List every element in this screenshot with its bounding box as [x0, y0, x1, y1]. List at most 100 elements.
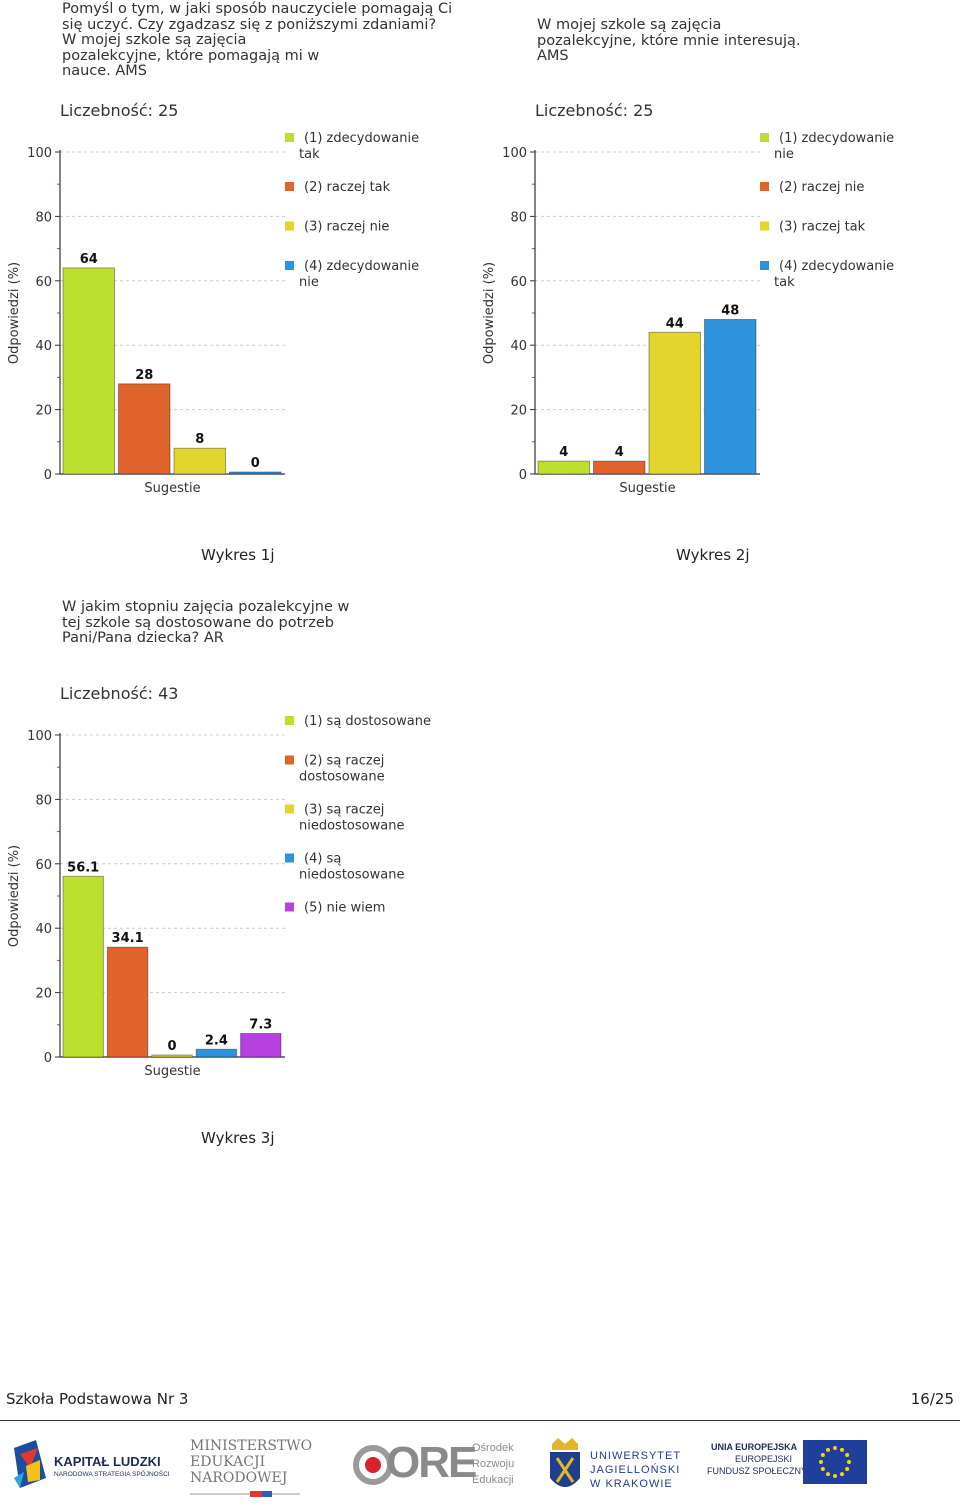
x-axis-label: Sugestie [144, 481, 200, 496]
legend-swatch [760, 261, 769, 270]
pencil-line-icon [190, 1491, 300, 1497]
bar-value-label: 34.1 [112, 931, 144, 946]
y-tick-label: 100 [27, 729, 52, 744]
legend-label: (2) raczej tak [304, 180, 391, 195]
legend-label: (5) nie wiem [304, 901, 385, 916]
legend-swatch [760, 221, 769, 231]
chart-3-question: W jakim stopniu zajęcia pozalekcyjne w t… [62, 599, 350, 646]
bar-value-label: 2.4 [205, 1033, 228, 1048]
y-tick-label: 100 [27, 146, 52, 161]
bar-value-label: 0 [251, 456, 260, 471]
ore-line-2: Rozwoju [472, 1458, 515, 1470]
legend-swatch [760, 133, 769, 142]
legend-label: (3) są raczej [304, 803, 384, 818]
bar-value-label: 4 [615, 445, 624, 460]
y-tick-label: 60 [35, 275, 52, 290]
y-tick-label: 100 [502, 146, 527, 161]
eu-star-icon [845, 1453, 850, 1457]
legend-swatch [285, 221, 294, 231]
ministerstwo-line-1: MINISTERSTWO [190, 1438, 313, 1454]
bar [62, 875, 104, 1058]
x-axis-label: Sugestie [144, 1064, 200, 1079]
footer-logos: KAPITAŁ LUDZKI NARODOWA STRATEGIA SPÓJNO… [0, 1432, 960, 1502]
eu-line-2: EUROPEJSKI [735, 1454, 793, 1464]
chart-1-caption: Wykres 1j [201, 546, 275, 564]
ore-wordmark: ORE [386, 1438, 477, 1487]
eu-star-icon [840, 1472, 844, 1477]
legend-label: (4) są [304, 852, 341, 867]
footer-divider [0, 1420, 960, 1421]
bar [593, 460, 646, 475]
uj-line-2: JAGIELLOŃSKI [590, 1464, 681, 1476]
legend-swatch [285, 261, 294, 270]
ore-logo: ORE Ośrodek Rozwoju Edukacji [352, 1438, 532, 1496]
y-tick-label: 0 [44, 468, 52, 483]
legend-label: nie [299, 275, 319, 290]
legend-label: niedostosowane [299, 819, 404, 834]
y-tick-label: 0 [44, 1051, 52, 1066]
eu-star-icon [833, 1474, 837, 1478]
x-axis-label: Sugestie [619, 481, 675, 496]
bar-value-label: 0 [167, 1039, 176, 1054]
ore-line-3: Edukacji [472, 1474, 514, 1486]
legend-label: tak [774, 275, 795, 290]
eu-star-icon [840, 1447, 844, 1452]
legend-swatch [285, 755, 294, 765]
eu-star-icon [826, 1472, 830, 1477]
eu-line-1: UNIA EUROPEJSKA [711, 1442, 798, 1452]
y-tick-label: 20 [510, 404, 527, 419]
bar-value-label: 64 [80, 252, 98, 267]
ministerstwo-logo: MINISTERSTWO EDUKACJI NARODOWEJ [190, 1438, 320, 1498]
kapital-ludzki-logo: KAPITAŁ LUDZKI NARODOWA STRATEGIA SPÓJNO… [10, 1438, 170, 1494]
chart-3: Liczebność: 43 0 20 40 60 80 100 Odpowiedzi (%)… [7, 684, 431, 1079]
chart-2-question: W mojej szkole są zajęcia pozalekcyjne, … [537, 17, 801, 64]
bar [704, 318, 757, 475]
bar [537, 460, 590, 475]
legend-label: niedostosowane [299, 868, 404, 883]
legend-swatch [285, 133, 294, 142]
legend-label: (1) zdecydowanie [779, 131, 894, 146]
eu-star-icon [833, 1446, 837, 1450]
legend-label: nie [774, 147, 794, 162]
kapital-ludzki-subtitle: NARODOWA STRATEGIA SPÓJNOŚCI [54, 1471, 170, 1478]
y-tick-label: 20 [35, 404, 52, 419]
y-tick-label: 80 [35, 793, 52, 808]
kapital-ludzki-title: KAPITAŁ LUDZKI [54, 1454, 161, 1469]
legend-swatch [760, 182, 769, 191]
ministerstwo-line-3: NARODOWEJ [190, 1470, 288, 1486]
y-tick-label: 80 [510, 210, 527, 225]
bar-value-label: 28 [135, 368, 153, 383]
eu-star-icon [820, 1467, 825, 1471]
uj-line-1: UNIWERSYTET [590, 1450, 682, 1462]
eu-star-icon [826, 1447, 830, 1452]
count-label: Liczebność: 25 [535, 101, 653, 120]
footer-page-number: 16/25 [910, 1390, 954, 1408]
y-axis-label: Odpowiedzi (%) [482, 262, 497, 364]
bar-value-label: 8 [195, 432, 204, 447]
eu-star-icon [820, 1453, 825, 1457]
legend-swatch [285, 716, 294, 725]
bar-value-label: 7.3 [249, 1017, 272, 1032]
uj-line-3: W KRAKOWIE [590, 1478, 673, 1490]
uj-crest-icon [550, 1438, 580, 1487]
legend-label: (4) zdecydowanie [304, 259, 419, 274]
eu-star-icon [819, 1460, 823, 1464]
bar [195, 1048, 238, 1058]
chart-2-caption: Wykres 2j [676, 546, 750, 564]
bar [229, 471, 282, 475]
bar [173, 447, 226, 475]
bar-value-label: 4 [559, 445, 568, 460]
bar [151, 1054, 193, 1058]
footer-school-name: Szkoła Podstawowa Nr 3 [6, 1390, 189, 1408]
y-tick-label: 60 [35, 858, 52, 873]
bar [62, 267, 115, 475]
legend-label: (1) zdecydowanie [304, 131, 419, 146]
ore-emblem-icon [353, 1445, 393, 1485]
chart-1-question: Pomyśl o tym, w jaki sposób nauczyciele … [62, 1, 453, 79]
uj-logo: UNIWERSYTET JAGIELLOŃSKI W KRAKOWIE [548, 1438, 688, 1500]
legend-label: dostosowane [299, 770, 385, 785]
y-tick-label: 0 [519, 468, 527, 483]
bar-value-label: 44 [666, 316, 684, 331]
legend-swatch [285, 902, 294, 912]
